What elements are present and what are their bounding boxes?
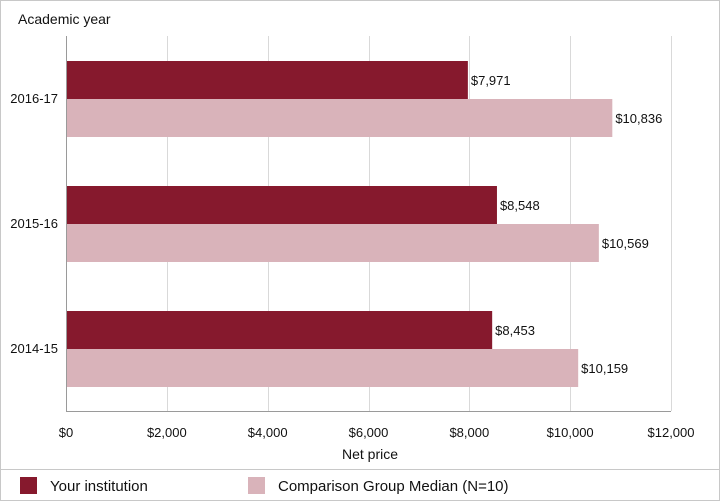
bar-your-institution	[67, 186, 497, 224]
category-labels: 2016-17 2015-16 2014-15	[10, 91, 58, 356]
category-label: 2016-17	[10, 91, 58, 106]
legend: Your institution Comparison Group Median …	[20, 477, 509, 495]
legend-label: Comparison Group Median (N=10)	[278, 478, 509, 495]
bar-comparison-median	[67, 349, 579, 387]
bar-comparison-median	[67, 99, 613, 137]
x-tick-label: $12,000	[648, 425, 695, 440]
data-label: $10,836	[615, 111, 662, 126]
x-tick-label: $0	[59, 425, 73, 440]
data-label: $8,453	[495, 323, 535, 338]
y-axis-title: Academic year	[18, 11, 111, 27]
data-label: $8,548	[500, 198, 540, 213]
category-label: 2015-16	[10, 216, 58, 231]
bar-your-institution	[67, 61, 468, 99]
bar-your-institution	[67, 311, 493, 349]
legend-swatch	[20, 477, 37, 494]
data-labels: $7,971 $10,836 $8,548 $10,569 $8,453 $10,159	[471, 73, 662, 376]
data-label: $10,159	[581, 361, 628, 376]
data-label: $10,569	[602, 236, 649, 251]
bar-comparison-median	[67, 224, 599, 262]
x-tick-label: $4,000	[248, 425, 288, 440]
legend-label: Your institution	[50, 478, 148, 495]
legend-swatch	[248, 477, 265, 494]
x-tick-label: $6,000	[349, 425, 389, 440]
x-tick-label: $10,000	[547, 425, 594, 440]
x-tick-labels: $0 $2,000 $4,000 $6,000 $8,000 $10,000 $12,000	[59, 425, 695, 440]
category-label: 2014-15	[10, 341, 58, 356]
x-tick-label: $2,000	[147, 425, 187, 440]
x-axis-title: Net price	[342, 446, 398, 462]
data-label: $7,971	[471, 73, 511, 88]
bars	[67, 61, 613, 387]
x-tick-label: $8,000	[449, 425, 489, 440]
